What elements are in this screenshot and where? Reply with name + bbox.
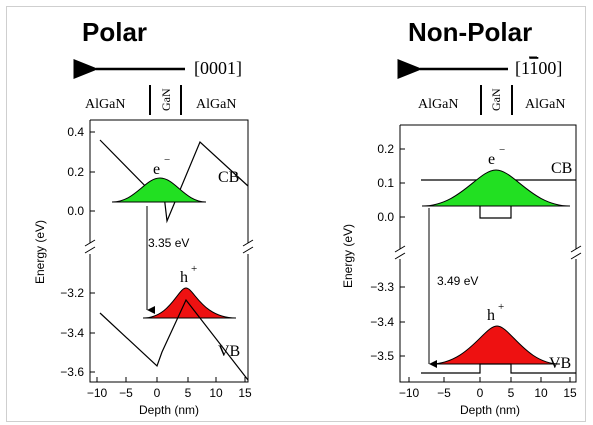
- layer-label-right: AlGaN: [196, 97, 236, 112]
- y-axis-title: Energy (eV): [341, 224, 355, 288]
- x-tick-label: 5: [185, 386, 192, 400]
- panel-polar: Polar [0001] AlGaN GaN AlGaN 0.4 0.2 0.0: [33, 17, 254, 417]
- y-tick-label: 0.2: [67, 165, 84, 179]
- direction-label: [1100]: [515, 58, 562, 78]
- x-axis-title: Depth (nm): [460, 403, 520, 417]
- x-tick-label: 5: [508, 386, 515, 400]
- y-tick-label: −3.3: [370, 280, 394, 294]
- y-tick-label: −3.5: [370, 349, 394, 363]
- y-axis-title: Energy (eV): [33, 220, 47, 284]
- vb-label: VB: [218, 343, 240, 360]
- axis-break-left: [394, 245, 406, 260]
- layer-label-left: AlGaN: [418, 97, 458, 112]
- y-ticks-upper: 0.2 0.1 0.0: [377, 142, 405, 224]
- hole-wavefunction: [429, 325, 561, 365]
- x-tick-label: 10: [534, 386, 548, 400]
- axis-break-right: [242, 239, 254, 254]
- electron-wavefunction: [111, 177, 207, 203]
- plot-frame: [89, 119, 249, 383]
- x-ticks: −10 −5 0 5 10 15: [399, 377, 577, 400]
- plot-frame: [399, 124, 577, 383]
- axis-break-left: [84, 239, 96, 254]
- x-tick-label: 15: [563, 386, 577, 400]
- layer-label-center: GaN: [489, 88, 503, 111]
- axis-break-right: [570, 245, 582, 260]
- layer-label-left: AlGaN: [85, 97, 125, 112]
- hole-wavefunction: [142, 287, 237, 319]
- valence-band-line: [421, 363, 576, 374]
- panel-title: Polar: [82, 17, 147, 47]
- x-tick-label: 0: [154, 386, 161, 400]
- transition-energy-label: 3.49 eV: [437, 274, 478, 288]
- figure-frame: [6, 6, 586, 422]
- direction-label-bar: 1: [529, 58, 538, 78]
- x-tick-label: −5: [437, 386, 451, 400]
- layer-label-center: GaN: [159, 88, 173, 111]
- x-tick-label: −10: [87, 386, 108, 400]
- panel-nonpolar: Non-Polar [1100] AlGaN GaN AlGaN 0.2 0.1…: [341, 17, 582, 417]
- valence-band-line: [99, 298, 249, 381]
- cb-label: CB: [218, 169, 239, 186]
- hole-charge: +: [191, 263, 197, 275]
- x-tick-label: −10: [399, 386, 420, 400]
- y-tick-label: −3.4: [370, 315, 394, 329]
- x-tick-label: 15: [238, 386, 252, 400]
- hole-charge: +: [498, 301, 504, 313]
- y-tick-label: 0.0: [377, 210, 394, 224]
- x-tick-label: 0: [477, 386, 484, 400]
- x-tick-label: −5: [119, 386, 133, 400]
- y-ticks-upper: 0.4 0.2 0.0: [67, 125, 95, 218]
- electron-label: e: [153, 161, 160, 178]
- electron-charge: −: [164, 154, 170, 166]
- y-tick-label: 0.4: [67, 125, 84, 139]
- vb-label: VB: [549, 355, 571, 372]
- transition-energy-label: 3.35 eV: [148, 236, 189, 250]
- y-tick-label: −3.6: [60, 365, 84, 379]
- y-tick-label: −3.4: [60, 326, 84, 340]
- hole-label: h: [487, 307, 495, 324]
- x-axis-title: Depth (nm): [139, 403, 199, 417]
- cb-label: CB: [551, 160, 572, 177]
- y-ticks-lower: −3.2 −3.4 −3.6: [60, 286, 95, 379]
- x-ticks: −10 −5 0 5 10 15: [87, 377, 252, 400]
- direction-label-suffix: 00]: [538, 58, 562, 78]
- direction-label-prefix: [1: [515, 58, 529, 78]
- y-tick-label: 0.1: [377, 176, 394, 190]
- panel-title: Non-Polar: [408, 17, 532, 47]
- x-tick-label: 10: [209, 386, 223, 400]
- electron-label: e: [488, 151, 495, 168]
- direction-label: [0001]: [194, 58, 242, 78]
- hole-label: h: [180, 269, 188, 286]
- y-tick-label: 0.0: [67, 204, 84, 218]
- y-tick-label: 0.2: [377, 142, 394, 156]
- layer-label-right: AlGaN: [525, 97, 565, 112]
- electron-charge: −: [499, 144, 505, 156]
- y-tick-label: −3.2: [60, 286, 84, 300]
- conduction-band-line: [421, 179, 576, 219]
- y-ticks-lower: −3.3 −3.4 −3.5: [370, 280, 405, 363]
- electron-wavefunction: [421, 169, 571, 207]
